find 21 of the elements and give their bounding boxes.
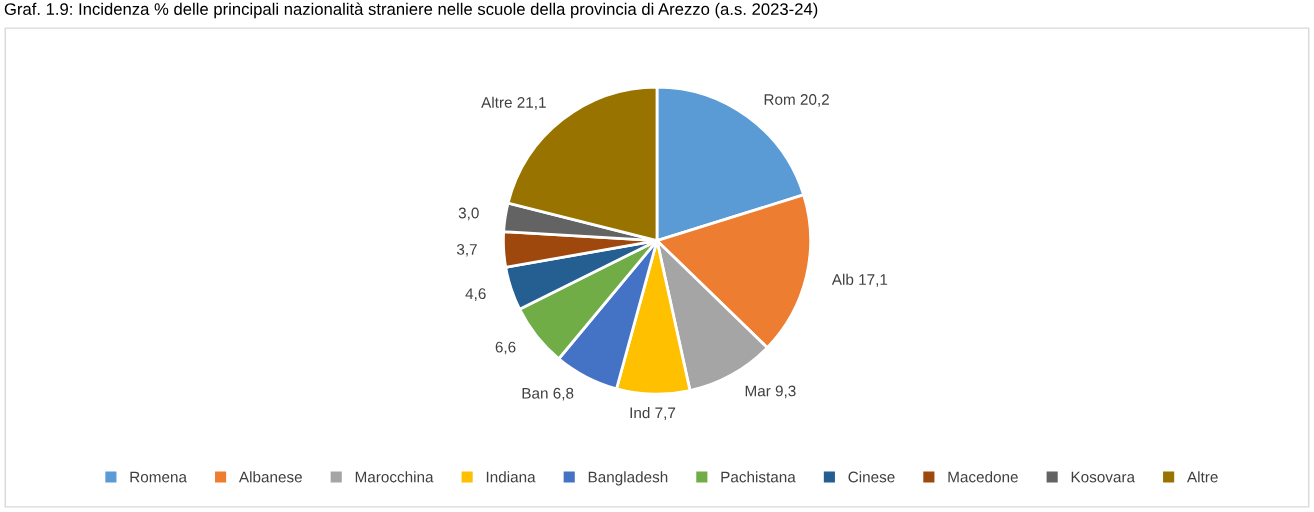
- data-label: Rom 20,2: [764, 94, 829, 107]
- legend-label: Indiana: [486, 471, 536, 483]
- data-label: 3,0: [458, 207, 479, 221]
- data-label: Altre 21,1: [481, 96, 546, 110]
- data-label: Ind 7,7: [630, 407, 676, 421]
- legend-label: Pachistana: [721, 471, 796, 483]
- legend-label: Macedone: [948, 471, 1018, 483]
- data-label: 4,6: [465, 288, 486, 301]
- legend-label: Marocchina: [355, 471, 434, 483]
- chart-title: Graf. 1.9: Incidenza % delle principali nazionalità straniere nelle scuole della provincia di Arezzo (a.s. 2023-24): [4, 2, 818, 19]
- legend-label: Romena: [130, 471, 187, 483]
- legend-label: Bangladesh: [588, 471, 668, 486]
- legend-label: Kosovara: [1071, 471, 1136, 483]
- legend-label: Cinese: [848, 471, 895, 483]
- data-label: 6,6: [495, 341, 516, 355]
- data-label: Alb 17,1: [831, 273, 888, 287]
- legend-label: Altre: [1187, 471, 1218, 483]
- data-label: 3,7: [456, 243, 477, 257]
- data-label: Ban 6,8: [522, 387, 574, 401]
- data-label: Mar 9,3: [745, 385, 796, 399]
- legend-label: Albanese: [238, 471, 302, 483]
